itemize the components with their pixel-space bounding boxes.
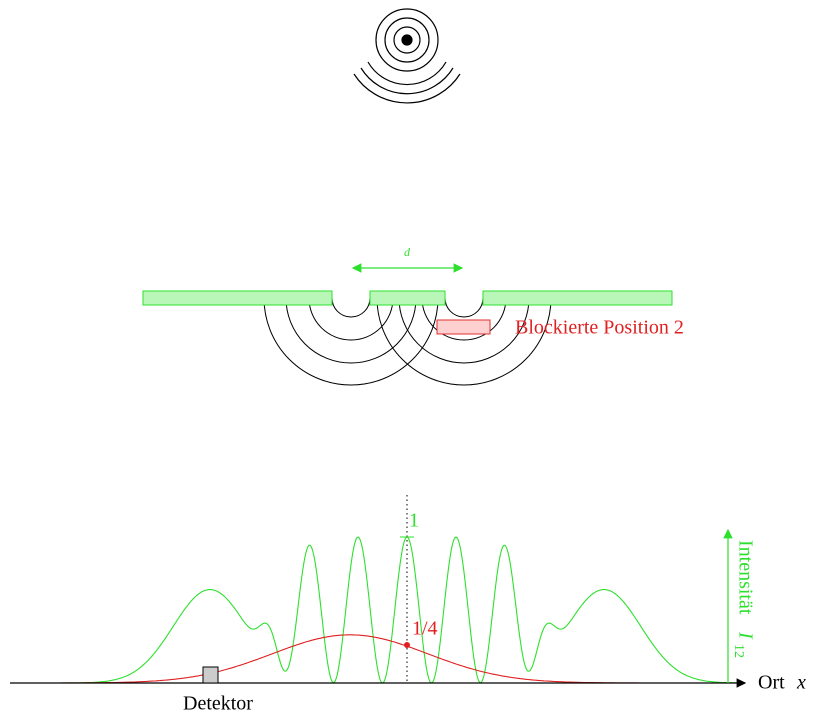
detector — [203, 667, 218, 683]
barrier: d Blockierte Position 2 — [143, 245, 684, 385]
wave-arc — [445, 298, 483, 317]
detector-label: Detektor — [183, 693, 253, 715]
x-axis-label: Ort — [758, 672, 785, 694]
y-axis-subscript: 12 — [731, 644, 746, 658]
x-axis-variable: x — [796, 672, 806, 694]
wave-arc — [264, 298, 438, 385]
blocked-label: Blockierte Position 2 — [515, 317, 684, 339]
interference-curve — [68, 537, 740, 683]
diagram: d Blockierte Position 2 Detektor 1 1/4 I… — [0, 0, 816, 717]
peak-label: 1 — [409, 510, 419, 532]
y-axis-variable: I — [734, 631, 756, 640]
y-axis-title: Intensität I 12 — [731, 540, 757, 658]
plot: Detektor 1 1/4 Intensität I 12 Ort x — [10, 495, 806, 715]
source — [354, 9, 460, 103]
distance-label: d — [404, 245, 411, 259]
blocked-peak-point — [404, 642, 410, 648]
wave-arc — [332, 298, 370, 317]
waves — [264, 298, 551, 385]
blocked-peak-label: 1/4 — [412, 618, 438, 640]
single-slit-curve — [10, 635, 740, 683]
blocked-slit — [437, 320, 490, 334]
y-axis-label: Intensität — [734, 540, 756, 615]
wave-arc — [377, 298, 551, 385]
